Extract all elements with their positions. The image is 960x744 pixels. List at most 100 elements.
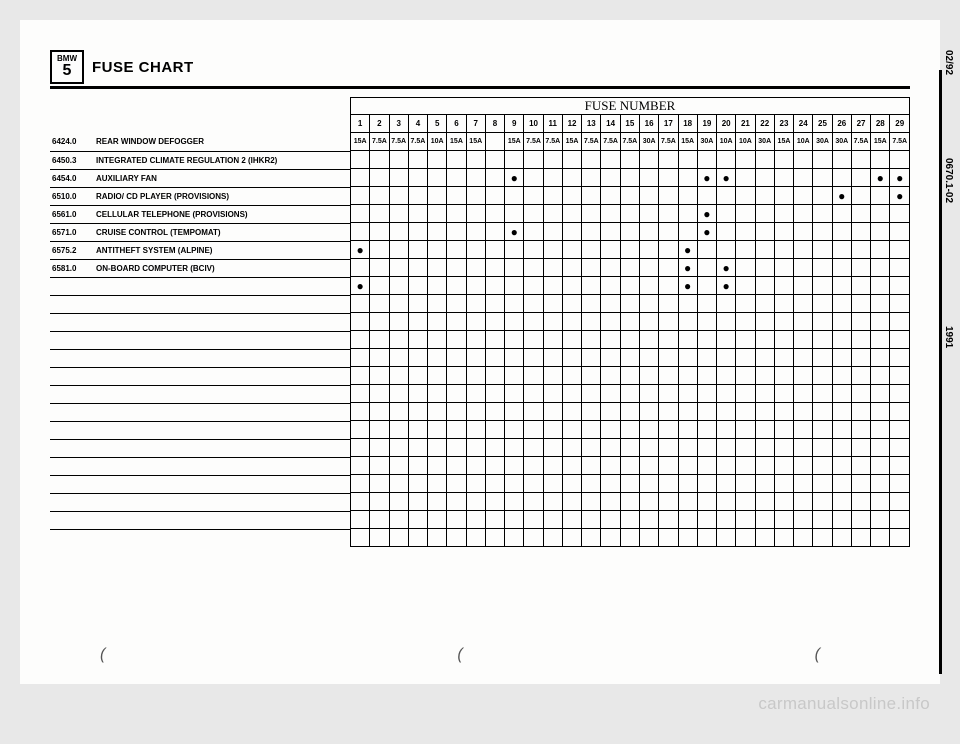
row-desc: AUXILIARY FAN [94, 169, 350, 187]
fuse-cell [813, 439, 832, 457]
fuse-number-cell: 18 [678, 115, 697, 133]
fuse-cell [428, 529, 447, 547]
fuse-cell [562, 457, 581, 475]
fuse-cell [659, 349, 678, 367]
fuse-cell [408, 367, 427, 385]
fuse-cell [639, 259, 658, 277]
fuse-number-cell: 7 [466, 115, 485, 133]
fuse-number-cell: 13 [582, 115, 601, 133]
fuse-cell [524, 223, 543, 241]
fuse-cell [717, 367, 736, 385]
fuse-cell [620, 403, 639, 421]
fuse-cell [351, 457, 370, 475]
fuse-cell [543, 529, 562, 547]
fuse-cell [601, 457, 620, 475]
row-desc [94, 277, 350, 295]
fuse-cell [755, 439, 774, 457]
fuse-cell [755, 367, 774, 385]
fuse-number-cell: 3 [389, 115, 408, 133]
content: 6424.0REAR WINDOW DEFOGGER6450.3INTEGRAT… [50, 97, 910, 547]
fuse-cell [485, 349, 504, 367]
fuse-cell [736, 295, 755, 313]
fuse-cell [794, 439, 813, 457]
fuse-cell: ● [678, 259, 697, 277]
fuse-cell [620, 241, 639, 259]
fuse-number-cell: 8 [485, 115, 504, 133]
fuse-cell [717, 349, 736, 367]
fuse-cell [890, 493, 910, 511]
fuse-cell: ● [697, 223, 716, 241]
fuse-cell [562, 403, 581, 421]
fuse-cell [389, 241, 408, 259]
fuse-cell [871, 187, 890, 205]
fuse-cell [774, 529, 793, 547]
fuse-cell [562, 529, 581, 547]
fuse-cell [697, 475, 716, 493]
row-code [50, 313, 94, 331]
fuse-cell [466, 349, 485, 367]
fuse-cell: ● [890, 169, 910, 187]
fuse-cell [755, 295, 774, 313]
fuse-cell [659, 151, 678, 169]
row-code: 6561.0 [50, 205, 94, 223]
fuse-cell [524, 493, 543, 511]
fuse-number-cell: 24 [794, 115, 813, 133]
fuse-cell [351, 151, 370, 169]
fuse-cell [717, 475, 736, 493]
fuse-cell [639, 169, 658, 187]
fuse-amp-cell: 30A [639, 133, 658, 151]
fuse-cell [505, 403, 524, 421]
fuse-amp-cell: 15A [505, 133, 524, 151]
fuse-cell [832, 241, 851, 259]
fuse-cell [447, 475, 466, 493]
fuse-cell [485, 313, 504, 331]
fuse-cell [582, 259, 601, 277]
fuse-cell [794, 349, 813, 367]
fuse-cell [755, 277, 774, 295]
fuse-cell [505, 151, 524, 169]
page-title: FUSE CHART [92, 59, 194, 76]
fuse-cell [755, 349, 774, 367]
fuse-cell [408, 169, 427, 187]
fuse-cell [562, 241, 581, 259]
fuse-cell [582, 385, 601, 403]
fuse-cell [794, 313, 813, 331]
fuse-cell [505, 295, 524, 313]
fuse-cell [389, 403, 408, 421]
fuse-cell [505, 511, 524, 529]
fuse-cell [447, 259, 466, 277]
fuse-cell [890, 529, 910, 547]
fuse-cell [851, 205, 870, 223]
fuse-cell [601, 187, 620, 205]
fuse-cell [755, 403, 774, 421]
fuse-cell [601, 367, 620, 385]
fuse-cell [601, 439, 620, 457]
description-table: 6424.0REAR WINDOW DEFOGGER6450.3INTEGRAT… [50, 133, 350, 530]
fuse-cell [485, 403, 504, 421]
fuse-cell [408, 529, 427, 547]
fuse-cell [524, 277, 543, 295]
fuse-cell [485, 205, 504, 223]
fuse-cell [871, 511, 890, 529]
fuse-cell [755, 169, 774, 187]
fuse-cell [428, 169, 447, 187]
fuse-cell [774, 403, 793, 421]
fuse-cell [794, 241, 813, 259]
fuse-cell [639, 349, 658, 367]
fuse-cell [582, 151, 601, 169]
fuse-cell [408, 241, 427, 259]
fuse-cell [755, 241, 774, 259]
row-desc [94, 457, 350, 475]
fuse-cell [524, 241, 543, 259]
fuse-cell [543, 205, 562, 223]
fuse-cell [890, 223, 910, 241]
fuse-cell [890, 259, 910, 277]
fuse-cell [774, 421, 793, 439]
fuse-cell [524, 529, 543, 547]
fuse-cell [813, 313, 832, 331]
fuse-cell [428, 259, 447, 277]
fuse-cell [466, 295, 485, 313]
fuse-cell [562, 169, 581, 187]
fuse-cell [562, 421, 581, 439]
fuse-number-cell: 4 [408, 115, 427, 133]
